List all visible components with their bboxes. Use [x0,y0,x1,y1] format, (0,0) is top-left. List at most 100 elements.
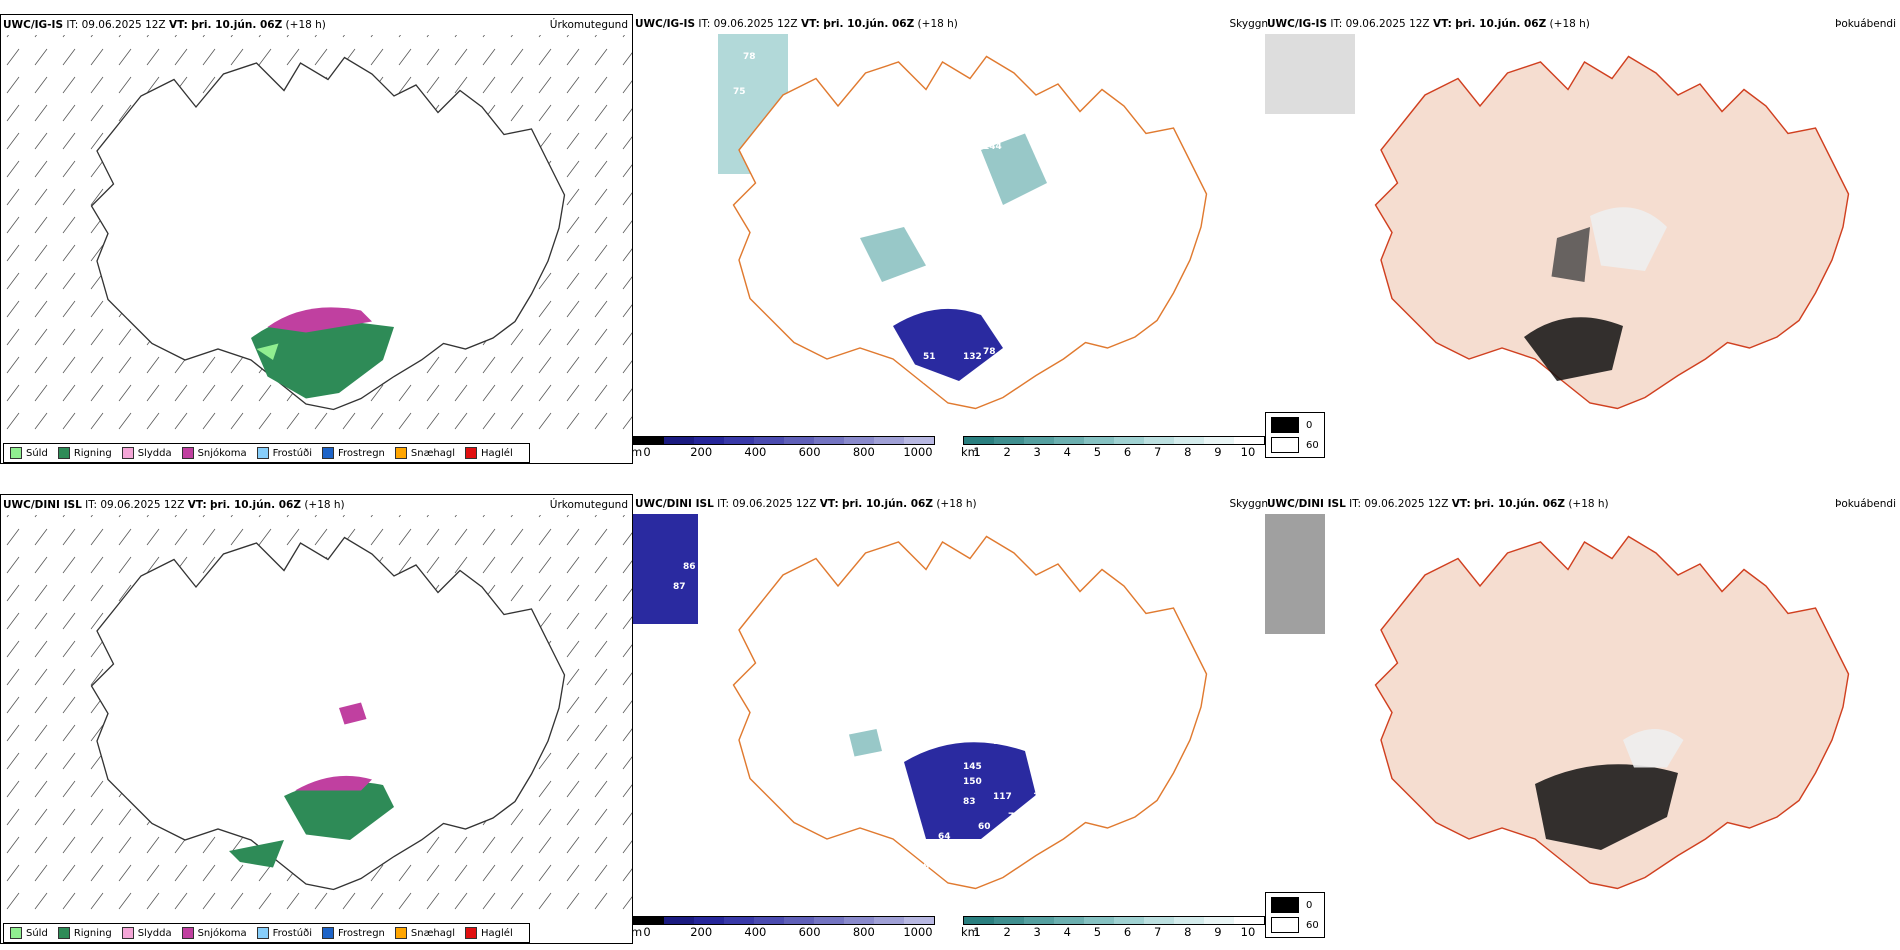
legend-swatch [57,447,70,459]
fog-swatch [1271,437,1299,453]
panel-title: UWC/IG-IS IT: 09.06.2025 12Z VT: þri. 10… [635,18,958,30]
drizzle-area [256,343,279,360]
cloud-base-label: 83 [963,797,976,807]
snow-area [267,307,372,333]
fog-scale-item: 0 [1271,897,1319,913]
legend-swatch [10,447,22,459]
legend-swatch [394,447,407,459]
legend-swatch [57,927,70,939]
cloud-base-colorbar: m 0 200 400 600 800 1000 [633,436,935,459]
rain-area [251,316,394,399]
fog-scale-item: 60 [1271,917,1319,933]
cloud-base-label: 192 [923,292,942,302]
colorbar-tick: 0 [643,925,651,939]
legend-swatch [181,927,194,939]
colorbar-tick: 200 [690,925,713,939]
cloud-base-label: 117 [993,792,1012,802]
cloud-base-label: 145 [963,762,982,772]
panel-title: UWC/IG-IS IT: 09.06.2025 12Z VT: þri. 10… [3,19,326,31]
legend-item: Frostregn [322,447,385,459]
fog-panel-bottom: UWC/DINI ISL IT: 09.06.2025 12Z VT: þri.… [1265,494,1900,944]
legend-item: Frostregn [322,927,385,939]
panel-title: UWC/IG-IS IT: 09.06.2025 12Z VT: þri. 10… [1267,18,1590,30]
legend-item: Rigning [57,447,112,459]
legend-item: Frostúði [256,447,312,459]
legend-label: Súld [26,447,48,459]
precip-map [1,35,632,435]
cloud-base-label: 51 [923,352,936,362]
colorbar-tick: 2 [1003,925,1011,939]
cloud-base-label: 11 [933,167,946,177]
colorbar-unit: m [633,445,643,459]
cloud-base-label: 115 [888,787,907,797]
colorbar-tick: 200 [690,445,713,459]
legend-label: Súld [26,927,48,939]
colorbar-tick: 7 [1153,925,1162,939]
colorbar-tick: 600 [798,445,821,459]
colorbar-unit: m [633,925,643,939]
legend-item: Slydda [121,927,172,939]
legend-label: Rigning [73,447,112,459]
fog-title: Þokuábendi [1835,18,1896,30]
legend-item: Slydda [121,447,172,459]
legend-swatch [10,927,22,939]
visibility-title: Skyggni [1229,18,1270,30]
legend-item: Snjókoma [181,447,247,459]
visibility-colorbar: km 1 2 3 4 5 6 7 8 9 10 [961,436,1265,459]
legend-item: Snæhagl [394,447,456,459]
fog-scale-item: 0 [1271,417,1319,433]
colorbar-tick: 1 [973,445,981,459]
legend-label: Frostregn [338,927,385,939]
fog-panel-top: UWC/IG-IS IT: 09.06.2025 12Z VT: þri. 10… [1265,14,1900,464]
fog-scale-label: 0 [1306,899,1313,911]
cloud-base-label: 144 [983,142,1002,152]
fog-scale-label: 60 [1306,439,1319,451]
visibility-title: Skyggni [1229,498,1270,510]
colorbar-tick: 8 [1184,925,1192,939]
legend-swatch [181,447,194,459]
colorbar-tick: 400 [744,445,767,459]
colorbar-tick: 800 [852,445,875,459]
panel-title: UWC/DINI ISL IT: 09.06.2025 12Z VT: þri.… [635,498,977,510]
colorbar-tick: 400 [744,925,767,939]
fog-swatch [1271,417,1299,433]
legend-item: Súld [10,927,48,939]
rain-area [284,781,394,840]
colorbar-tick: 3 [1033,445,1041,459]
cloud-base-label: 186 [933,217,952,227]
cloud-base-label: 86 [683,562,696,572]
cloud-base-label: 88 [878,347,891,357]
cloud-panel-bottom: UWC/DINI ISL IT: 09.06.2025 12Z VT: þri.… [633,494,1269,944]
legend-swatch [322,927,334,939]
colorbar-tick: 1 [973,925,981,939]
cloud-base-label: 116 [1033,792,1052,802]
fog-map [1265,514,1850,890]
legend-label: Frostregn [338,447,385,459]
legend-label: Snæhagl [410,447,456,459]
cloud-base-label: 75 [1008,812,1021,822]
fog-map [1265,34,1850,410]
fog-scale: 0 60 [1265,892,1325,938]
colorbar-unit: km [961,445,979,459]
cloud-panel-top: UWC/IG-IS IT: 09.06.2025 12Z VT: þri. 10… [633,14,1269,464]
colorbar-tick: 1000 [903,445,933,459]
legend-item: Rigning [57,927,112,939]
cloud-base-label: 132 [963,352,982,362]
panel-title: UWC/DINI ISL IT: 09.06.2025 12Z VT: þri.… [3,499,345,511]
colorbar-tick: 8 [1184,445,1192,459]
legend-label: Slydda [137,447,172,459]
colorbar-tick: 6 [1123,445,1132,459]
legend-label: Haglél [481,927,513,939]
legend-item: Haglél [465,447,513,459]
cloud-base-label: 60 [978,822,991,832]
colorbar-tick: 0 [643,445,651,459]
colorbar-tick: 1000 [903,925,933,939]
legend-label: Frostúði [272,927,312,939]
legend-label: Slydda [137,927,172,939]
legend-swatch [256,927,269,939]
fog-scale-label: 60 [1306,919,1319,931]
cloud-base-label: 87 [673,582,686,592]
legend-swatch [121,447,134,459]
colorbar-tick: 5 [1093,445,1102,459]
